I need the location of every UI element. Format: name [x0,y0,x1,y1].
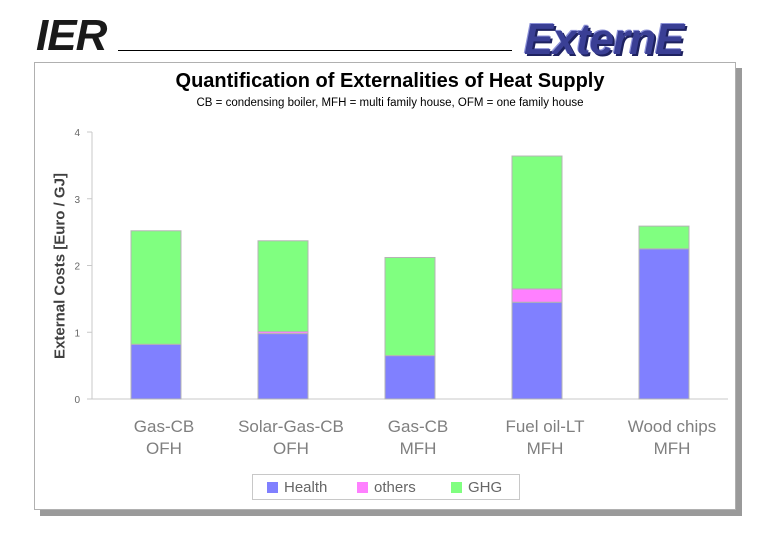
legend-swatch [267,482,278,493]
x-tick-label-line: OFH [273,439,309,458]
y-tick-label: 2 [74,262,80,273]
x-tick-label: Gas-CB OFH [94,416,234,460]
bar-ghg-5 [638,225,690,250]
x-tick-label-line: OFH [146,439,182,458]
bar-health-4 [511,301,563,400]
bar-health-5 [638,248,690,400]
bar-ghg-4 [511,155,563,290]
bar-ghg-3 [384,256,436,357]
ier-logo: IER [36,11,107,60]
x-tick-label-line: MFH [399,439,437,458]
x-tick-label: Fuel oil-LT MFH [475,416,615,460]
chart-legend: Health others GHG [252,474,520,500]
externe-logo: ExternE [524,15,684,64]
x-tick-label: Gas-CB MFH [348,416,488,460]
y-tick-label: 4 [74,128,80,139]
chart-subtitle: CB = condensing boiler, MFH = multi fami… [196,97,584,109]
legend-label: Health [284,479,328,496]
x-tick-label-line: Wood chips [627,417,717,436]
x-tick-label-line: MFH [653,439,691,458]
y-tick-label: 0 [74,395,80,406]
y-tick-label: 1 [74,328,80,339]
x-tick-label-line: Solar-Gas-CB [238,417,344,436]
x-tick-label-line: Gas-CB [387,417,449,436]
bar-ghg-2 [257,240,309,333]
legend-swatch [451,482,462,493]
bar-health-2 [257,333,309,400]
legend-label: GHG [468,479,503,496]
bar-others-4 [511,288,563,303]
bar-health-3 [384,355,436,400]
legend-swatch [357,482,368,493]
bar-health-1 [130,343,182,400]
x-tick-label-line: Fuel oil-LT [505,417,585,436]
x-tick-label-line: Gas-CB [133,417,195,436]
legend-label: others [374,479,416,496]
x-tick-label-line: MFH [526,439,564,458]
x-tick-label: Solar-Gas-CB OFH [221,416,361,460]
header-rule [118,50,512,51]
y-tick-label: 3 [74,195,80,206]
chart-title: Quantification of Externalities of Heat … [175,70,605,92]
bar-ghg-1 [130,230,182,345]
x-tick-label: Wood chips MFH [602,416,742,460]
